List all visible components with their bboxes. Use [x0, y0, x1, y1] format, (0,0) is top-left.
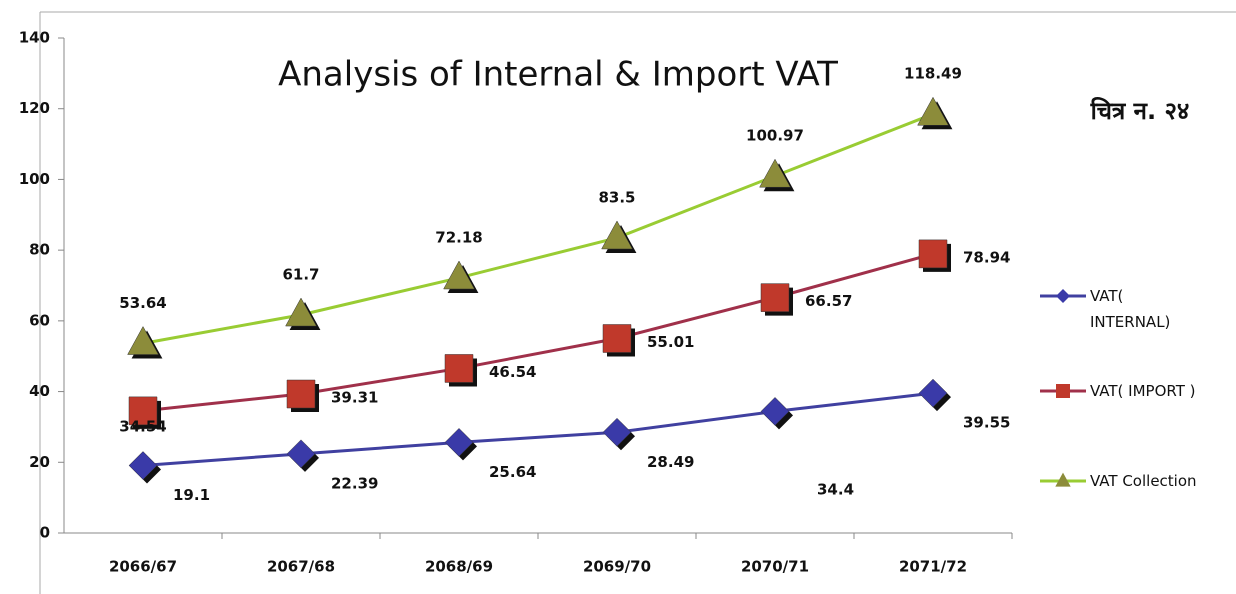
marker [443, 260, 475, 290]
legend-marker [1056, 289, 1070, 303]
data-label: 100.97 [746, 126, 804, 144]
legend-label: VAT( IMPORT ) [1090, 382, 1196, 400]
series-line [142, 112, 934, 345]
marker [918, 378, 948, 408]
marker [760, 283, 790, 312]
y-tick-label: 80 [29, 241, 50, 259]
marker [918, 239, 948, 269]
data-label: 55.01 [647, 333, 694, 351]
y-tick-label: 140 [19, 29, 50, 47]
data-label: 66.57 [805, 292, 852, 310]
annotation: चित्र न. २४ [1090, 97, 1190, 125]
marker [286, 439, 316, 469]
marker [602, 417, 632, 447]
legend-marker [1056, 384, 1070, 398]
y-tick-label: 120 [19, 99, 50, 117]
x-tick-label: 2071/72 [899, 558, 967, 576]
data-label: 25.64 [489, 463, 536, 481]
data-label: 53.64 [119, 294, 166, 312]
marker [128, 396, 158, 426]
x-tick-label: 2070/71 [741, 558, 809, 576]
marker [128, 451, 158, 480]
marker [917, 96, 949, 126]
y-tick-label: 40 [29, 382, 50, 400]
y-tick-label: 0 [40, 524, 50, 542]
marker [285, 297, 317, 327]
data-label: 22.39 [331, 474, 378, 492]
y-tick-label: 60 [29, 311, 50, 329]
data-label: 78.94 [963, 248, 1010, 266]
marker [444, 354, 474, 383]
marker [286, 379, 316, 409]
legend-label: VAT( INTERNAL) [1090, 287, 1171, 331]
data-label: 83.5 [598, 188, 635, 206]
y-tick-label: 100 [19, 170, 50, 188]
legend-marker [1055, 472, 1071, 487]
legend-label: VAT Collection [1090, 472, 1197, 490]
data-label: 34.54 [119, 417, 166, 435]
data-label: 72.18 [435, 228, 482, 246]
y-tick-label: 20 [29, 453, 50, 471]
marker [444, 427, 474, 457]
data-label: 34.4 [817, 481, 854, 499]
data-label: 61.7 [282, 265, 319, 283]
x-tick-label: 2068/69 [425, 558, 493, 576]
marker [601, 220, 633, 250]
marker [127, 326, 159, 355]
x-tick-label: 2069/70 [583, 558, 651, 576]
marker [759, 158, 791, 188]
x-tick-label: 2066/67 [109, 558, 177, 576]
marker [602, 324, 632, 353]
x-tick-label: 2067/68 [267, 558, 335, 576]
series-line [142, 252, 934, 413]
marker [760, 397, 790, 426]
data-label: 39.31 [331, 389, 378, 407]
data-label: 39.55 [963, 414, 1010, 432]
series-line [142, 391, 934, 467]
data-label: 19.1 [173, 486, 210, 504]
data-label: 28.49 [647, 453, 694, 471]
data-label: 118.49 [904, 65, 962, 83]
chart-title: Analysis of Internal & Import VAT [278, 55, 838, 95]
data-label: 46.54 [489, 363, 536, 381]
